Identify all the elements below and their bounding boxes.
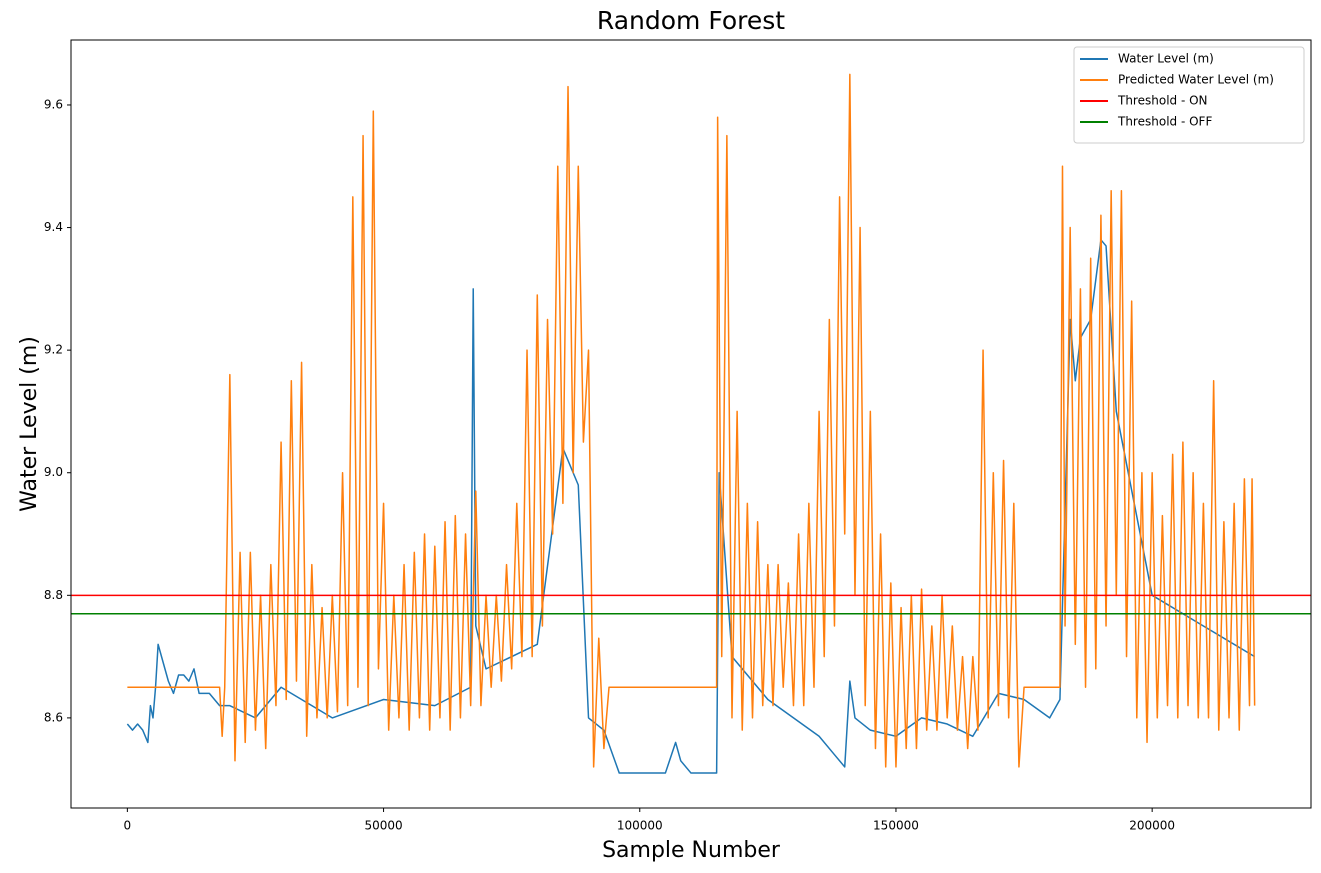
x-tick-label: 100000 xyxy=(617,819,663,833)
y-axis-label: Water Level (m) xyxy=(17,336,42,512)
x-tick-label: 50000 xyxy=(364,819,402,833)
x-tick-label: 200000 xyxy=(1129,819,1175,833)
legend-label: Water Level (m) xyxy=(1118,52,1214,66)
x-tick-label: 0 xyxy=(124,819,132,833)
x-axis-label: Sample Number xyxy=(602,838,781,863)
y-tick-label: 8.6 xyxy=(44,710,63,724)
legend: Water Level (m) Predicted Water Level (m)… xyxy=(1073,46,1305,144)
y-tick-label: 9.6 xyxy=(44,97,63,111)
axes-frame xyxy=(70,39,1312,809)
legend-box xyxy=(1073,46,1305,144)
y-tick-label: 8.8 xyxy=(44,588,63,602)
legend-label: Threshold - ON xyxy=(1117,94,1208,108)
plot-area xyxy=(71,73,1311,774)
legend-label: Predicted Water Level (m) xyxy=(1118,73,1274,87)
y-tick-label: 9.2 xyxy=(44,343,63,357)
legend-label: Threshold - OFF xyxy=(1117,115,1212,129)
x-tick-label: 150000 xyxy=(873,819,919,833)
chart-title: Random Forest xyxy=(597,6,785,35)
series-line xyxy=(126,239,1256,774)
y-tick-label: 9.0 xyxy=(44,465,63,479)
series-line xyxy=(127,73,1256,768)
y-tick-label: 9.4 xyxy=(44,220,63,234)
